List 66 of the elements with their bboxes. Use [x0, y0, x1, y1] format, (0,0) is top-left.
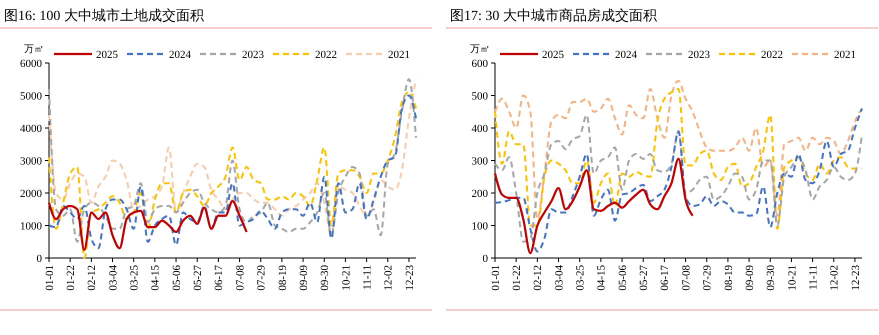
- chart-title: 图16: 100 大中城市土地成交面积: [4, 8, 204, 24]
- legend-label: 2023: [688, 48, 710, 61]
- x-tick-label: 08-19: [722, 264, 735, 291]
- legend-label: 2022: [761, 48, 783, 61]
- x-tick-label: 01-01: [44, 265, 56, 291]
- legend-label: 2021: [834, 48, 856, 61]
- y-tick-label: 2000: [20, 188, 42, 200]
- y-tick-label: 200: [472, 188, 488, 200]
- y-tick-label: 6000: [20, 58, 42, 70]
- x-tick-label: 05-27: [638, 264, 650, 291]
- x-tick-label: 01-22: [511, 265, 524, 291]
- x-tick-label: 03-04: [553, 264, 566, 291]
- x-tick-label: 07-08: [234, 264, 246, 291]
- x-tick-label: 05-06: [170, 264, 183, 291]
- legend-label: 2025: [96, 48, 118, 61]
- legend-label: 2024: [169, 48, 192, 61]
- y-tick-label: 5000: [20, 90, 42, 102]
- x-tick-label: 04-15: [596, 264, 608, 291]
- x-tick-label: 01-01: [490, 265, 502, 291]
- y-axis-title: 万㎡: [24, 44, 44, 55]
- legend-label: 2023: [242, 48, 264, 61]
- x-tick-label: 03-25: [574, 264, 587, 291]
- x-tick-label: 09-30: [319, 264, 332, 291]
- y-tick-label: 400: [472, 122, 488, 135]
- x-tick-label: 06-17: [213, 264, 226, 291]
- x-tick-label: 09-30: [765, 264, 778, 291]
- x-tick-label: 05-06: [616, 264, 629, 291]
- x-tick-label: 01-22: [65, 265, 78, 291]
- x-tick-label: 03-04: [107, 264, 120, 291]
- line-series: [48, 200, 248, 251]
- x-tick-label: 10-21: [340, 265, 352, 291]
- y-tick-label: 100: [472, 220, 488, 232]
- legend-label: 2022: [315, 48, 337, 61]
- x-tick-label: 09-09: [298, 264, 310, 291]
- y-tick-label: 600: [472, 58, 488, 70]
- x-tick-label: 09-09: [744, 264, 756, 291]
- x-tick-label: 12-02: [382, 265, 395, 291]
- x-tick-label: 12-23: [404, 264, 416, 291]
- legend-label: 2025: [542, 48, 564, 61]
- x-tick-label: 02-12: [532, 265, 544, 291]
- x-tick-label: 07-29: [702, 264, 714, 291]
- x-tick-label: 04-15: [150, 264, 162, 291]
- x-tick-label: 07-29: [256, 264, 268, 291]
- y-tick-label: 1000: [20, 220, 42, 232]
- x-tick-label: 03-25: [128, 264, 141, 291]
- x-tick-label: 02-12: [86, 265, 98, 291]
- legend-label: 2021: [388, 48, 410, 61]
- chart-title: 图17: 30 大中城市商品房成交面积: [450, 8, 657, 24]
- x-tick-label: 11-11: [807, 265, 820, 290]
- y-axis-title: 万㎡: [470, 44, 490, 55]
- x-tick-label: 07-08: [680, 264, 692, 291]
- x-tick-label: 12-23: [850, 264, 862, 291]
- x-tick-label: 05-27: [192, 264, 204, 291]
- y-tick-label: 4000: [20, 122, 42, 135]
- y-tick-label: 300: [472, 155, 488, 168]
- x-tick-label: 10-21: [786, 265, 798, 291]
- legend-label: 2024: [615, 48, 638, 61]
- y-tick-label: 3000: [20, 155, 42, 168]
- y-tick-label: 500: [472, 90, 488, 102]
- line-series: [494, 158, 694, 254]
- y-tick-label: 0: [36, 252, 42, 265]
- y-tick-label: 0: [482, 252, 488, 265]
- x-tick-label: 08-19: [276, 264, 289, 291]
- x-tick-label: 11-11: [361, 265, 374, 290]
- x-tick-label: 12-02: [828, 265, 841, 291]
- x-tick-label: 06-17: [659, 264, 672, 291]
